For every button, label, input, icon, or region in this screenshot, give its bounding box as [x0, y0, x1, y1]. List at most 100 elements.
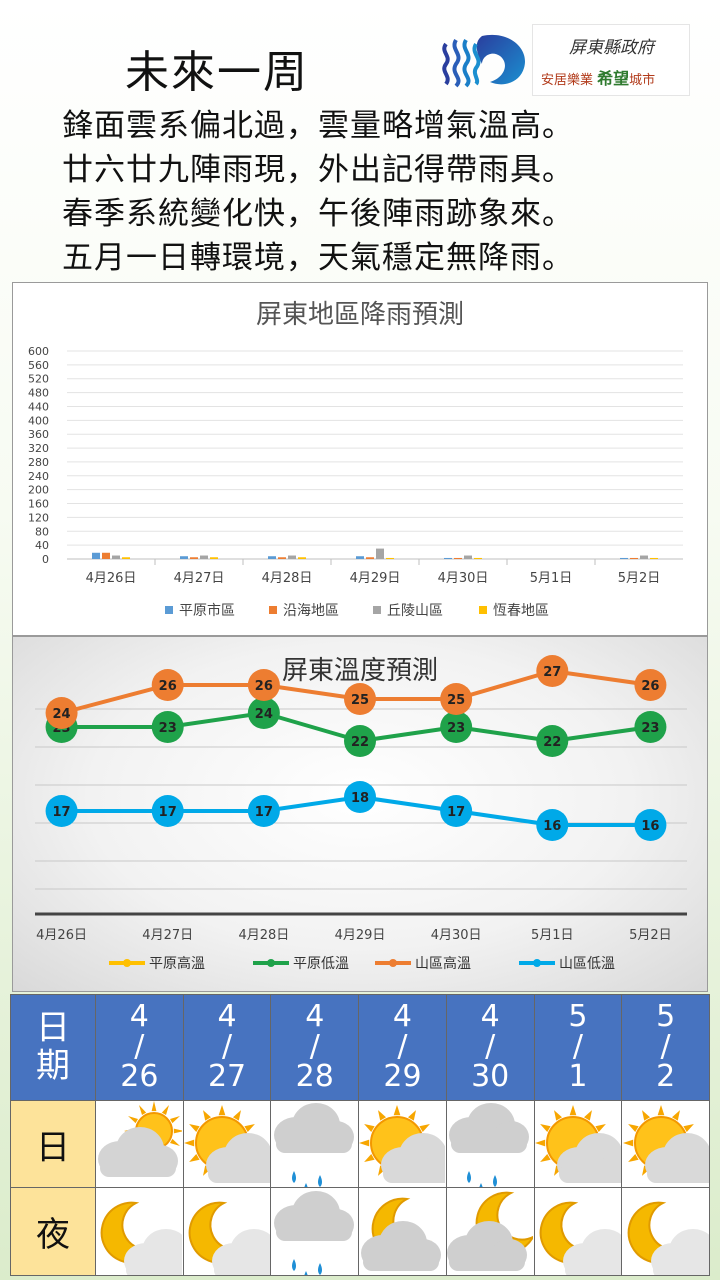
- data-label: 16: [641, 819, 659, 834]
- legend-swatch: [479, 606, 487, 614]
- rain-cloud-icon: [273, 1190, 354, 1275]
- bar-平原市區: [444, 557, 452, 559]
- bar-平原市區: [356, 556, 364, 559]
- bar-沿海地區: [278, 557, 286, 559]
- day-weather-cell: [358, 1099, 447, 1189]
- page-title: 未來一周: [125, 47, 309, 98]
- day-weather-cell: [95, 1099, 184, 1189]
- weekly-forecast-table: 日期 4/26 4/27 4/28 4/29 4/30 5/1 5/2 日 夜: [10, 994, 710, 1276]
- bar-恆春地區: [474, 557, 482, 559]
- y-tick-label: 280: [28, 456, 49, 469]
- chart-title: 屏東溫度預測: [282, 656, 438, 686]
- legend-marker: [533, 959, 541, 967]
- y-tick-label: 480: [28, 387, 49, 400]
- bar-平原市區: [92, 552, 100, 559]
- bar-平原市區: [268, 556, 276, 559]
- y-tick-label: 360: [28, 428, 49, 441]
- legend-label: 平原市區: [179, 602, 235, 619]
- date-cell: 4/28: [270, 994, 360, 1101]
- night-row: 夜: [10, 1187, 710, 1276]
- x-tick-label: 4月26日: [36, 928, 87, 943]
- bar-沿海地區: [454, 557, 462, 559]
- bar-恆春地區: [210, 557, 218, 559]
- data-point: [634, 669, 667, 701]
- data-point: [536, 655, 569, 687]
- legend-swatch: [269, 606, 277, 614]
- moon-icon: [188, 1201, 271, 1275]
- bar-丘陵山區: [200, 555, 208, 559]
- bar-丘陵山區: [288, 555, 296, 559]
- legend-swatch: [165, 606, 173, 614]
- y-tick-label: 160: [28, 498, 49, 511]
- data-point: [151, 795, 184, 827]
- bar-平原市區: [620, 557, 628, 559]
- data-label: 26: [159, 679, 177, 694]
- sun-icon: [184, 1105, 271, 1184]
- bar-恆春地區: [386, 557, 394, 559]
- bar-沿海地區: [366, 557, 374, 559]
- data-label: 23: [159, 721, 177, 736]
- legend-swatch: [373, 606, 381, 614]
- legend-marker: [389, 959, 397, 967]
- x-tick-label: 5月2日: [629, 928, 672, 943]
- data-point: [634, 809, 667, 841]
- data-label: 27: [543, 665, 561, 680]
- sun-icon: [359, 1105, 446, 1184]
- night-weather-cell: [182, 1187, 272, 1276]
- day-weather-cell: [182, 1099, 272, 1189]
- date-row: 日期 4/26 4/27 4/28 4/29 4/30 5/1 5/2: [10, 994, 710, 1101]
- moon-cloud-icon: [361, 1197, 442, 1271]
- data-label: 24: [255, 707, 273, 722]
- data-point: [247, 697, 280, 729]
- date-cell: 4/29: [358, 994, 447, 1101]
- date-header: 日期: [10, 994, 96, 1101]
- data-label: 18: [351, 791, 369, 806]
- bar-沿海地區: [630, 557, 638, 559]
- day-weather-cell: [533, 1099, 623, 1189]
- data-point: [634, 711, 667, 743]
- x-tick-label: 4月28日: [238, 928, 289, 943]
- data-point: [247, 669, 280, 701]
- bar-丘陵山區: [112, 555, 120, 559]
- night-weather-cell: [95, 1187, 184, 1276]
- data-label: 22: [543, 735, 561, 750]
- moon-icon: [539, 1201, 621, 1275]
- data-label: 16: [543, 819, 561, 834]
- x-tick-label: 4月27日: [142, 928, 193, 943]
- poem-line: 五月一日轉環境，天氣穩定無降雨。: [62, 240, 574, 276]
- government-logo: 屏東縣政府 安居樂業 希望城市: [532, 24, 690, 96]
- bar-丘陵山區: [640, 555, 648, 559]
- data-point: [45, 795, 78, 827]
- temperature-chart: 屏東溫度預測4月26日4月27日4月28日4月29日4月30日5月1日5月2日3…: [12, 557, 708, 992]
- y-tick-label: 80: [35, 525, 49, 538]
- y-tick-label: 200: [28, 484, 49, 497]
- cloud-sun-icon: [98, 1101, 183, 1178]
- data-label: 17: [447, 805, 465, 820]
- x-tick-label: 4月26日: [86, 571, 137, 586]
- legend-label: 沿海地區: [283, 603, 339, 619]
- y-tick-label: 600: [28, 345, 49, 358]
- y-tick-label: 0: [42, 553, 49, 566]
- gov-logo-slogan: 安居樂業 希望城市: [541, 69, 656, 88]
- legend-label: 丘陵山區: [387, 603, 443, 619]
- temperature-chart-svg: 屏東溫度預測4月26日4月27日4月28日4月29日4月30日5月1日5月2日3…: [35, 557, 687, 972]
- date-cell: 5/2: [621, 994, 710, 1101]
- data-point: [151, 711, 184, 743]
- rainfall-chart: 屏東地區降雨預測 0 40 80 120 160 200 240 280 320 360 400 440…: [12, 282, 708, 636]
- data-label: 17: [255, 805, 273, 820]
- bar-恆春地區: [122, 557, 130, 559]
- x-tick-label: 5月1日: [530, 571, 573, 586]
- x-tick-label: 4月30日: [438, 571, 489, 586]
- day-weather-cell: [445, 1099, 535, 1189]
- y-tick-label: 400: [28, 414, 49, 427]
- data-point: [536, 725, 569, 757]
- poem-line: 鋒面雲系偏北過，雲量略增氣溫高。: [62, 108, 574, 144]
- legend-label: 山區低溫: [559, 956, 615, 972]
- data-label: 23: [641, 721, 659, 736]
- forecast-poem: 鋒面雲系偏北過，雲量略增氣溫高。 廿六廿九陣雨現，外出記得帶雨具。 春季系統變化…: [62, 104, 574, 280]
- x-tick-label: 4月28日: [262, 571, 313, 586]
- chart-title: 屏東地區降雨預測: [256, 300, 464, 330]
- day-weather-cell: [270, 1099, 360, 1189]
- x-tick-label: 4月29日: [350, 571, 401, 586]
- data-point: [536, 809, 569, 841]
